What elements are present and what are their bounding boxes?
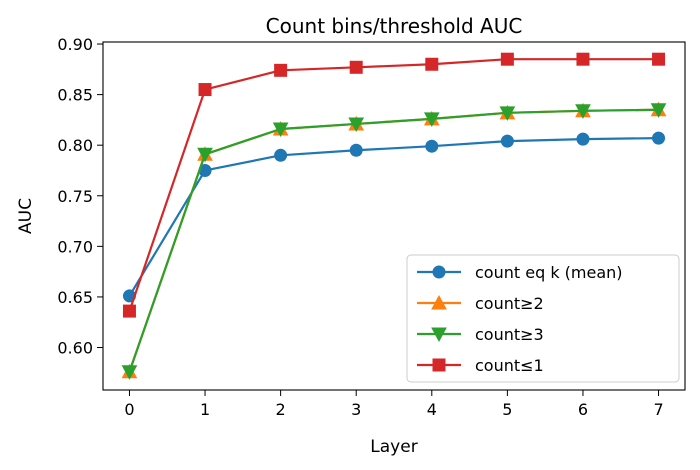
legend: count eq k (mean) count≥2 count≥3 count≤1 (406, 254, 680, 383)
legend-item: count eq k (mean) (417, 263, 623, 282)
plot-frame (102, 41, 686, 391)
data-point (121, 365, 138, 380)
legend-item: count≥2 (417, 294, 544, 313)
data-point (198, 83, 212, 97)
y-tick-label: 0.85 (57, 86, 93, 105)
x-tick-label: 1 (200, 400, 210, 419)
x-tick-label: 7 (653, 400, 663, 419)
data-point (272, 122, 289, 138)
data-point (349, 60, 363, 74)
y-axis: 0.60 0.65 0.70 0.75 0.80 0.85 0.90 (57, 35, 103, 358)
x-tick-label: 5 (502, 400, 512, 419)
chart-title: Count bins/threshold AUC (266, 14, 523, 38)
series-1 (122, 131, 666, 303)
y-tick-label: 0.65 (57, 288, 93, 307)
data-point (499, 106, 516, 121)
data-point (650, 103, 667, 118)
x-tick-label: 4 (427, 400, 437, 419)
y-tick-label: 0.90 (57, 35, 93, 54)
data-point (425, 57, 439, 71)
data-point (274, 63, 288, 77)
data-point (425, 139, 439, 153)
legend-marker (432, 265, 446, 279)
data-point (348, 117, 365, 132)
legend-marker (432, 358, 446, 372)
x-tick-label: 2 (276, 400, 286, 419)
data-point (122, 304, 136, 318)
series-line (128, 137, 659, 297)
legend-item: count≥3 (417, 325, 544, 344)
legend-box (406, 254, 680, 383)
x-tick-label: 3 (351, 400, 361, 419)
y-tick-label: 0.70 (57, 237, 93, 256)
data-point (500, 134, 514, 148)
y-tick-label: 0.60 (57, 339, 93, 358)
legend-item: count≤1 (417, 356, 544, 375)
legend-marker (431, 294, 447, 310)
legend-label: count≤1 (475, 356, 544, 375)
data-point (274, 148, 288, 162)
series-4 (122, 52, 666, 318)
series-3 (121, 103, 667, 380)
data-point (652, 131, 666, 145)
data-point (423, 112, 440, 127)
data-point (500, 52, 514, 66)
x-axis: 0 1 2 3 4 5 6 7 (124, 390, 664, 419)
x-tick-label: 0 (124, 400, 134, 419)
y-tick-label: 0.75 (57, 187, 93, 206)
y-tick-label: 0.80 (57, 136, 93, 155)
legend-marker (431, 327, 447, 343)
series-line (128, 108, 659, 373)
x-axis-label: Layer (370, 437, 417, 457)
series-line (128, 58, 659, 312)
legend-label: count eq k (mean) (475, 263, 623, 282)
data-point (652, 52, 666, 66)
legend-label: count≥3 (475, 325, 544, 344)
data-point (197, 147, 213, 163)
y-axis-label: AUC (16, 198, 36, 234)
data-point (576, 52, 590, 66)
data-point (349, 143, 363, 157)
legend-label: count≥2 (475, 294, 544, 313)
x-tick-label: 6 (578, 400, 588, 419)
data-point (575, 104, 591, 119)
data-point (576, 132, 590, 146)
